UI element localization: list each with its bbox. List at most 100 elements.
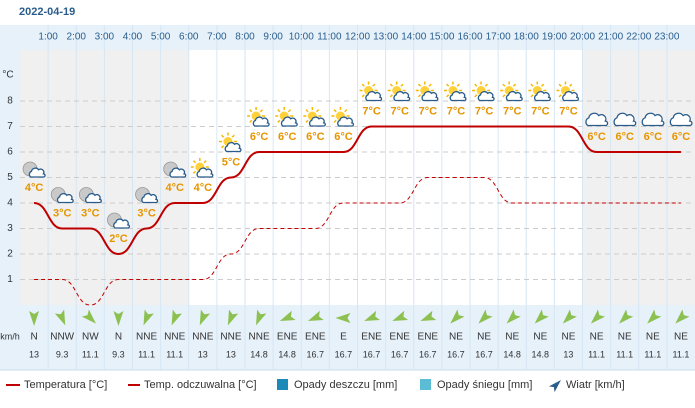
hour-label: 3:00 [95, 32, 115, 43]
sun-ray [344, 109, 348, 113]
y-tick-label: 6 [7, 147, 13, 158]
hour-label: 23:00 [654, 32, 679, 43]
temp-label: 6°C [615, 131, 634, 143]
y-tick-label: 5 [7, 172, 13, 183]
wind-arrow [171, 309, 182, 326]
wind-speed: 16.7 [391, 349, 409, 359]
wind-speed: 11.1 [616, 349, 633, 359]
sun-ray [512, 83, 517, 87]
wind-arrow [562, 309, 577, 324]
legend-label: Opady deszczu [mm] [294, 379, 397, 391]
cloud-icon [113, 218, 131, 229]
temp-label: 6°C [306, 131, 325, 143]
wind-arrow [29, 311, 40, 326]
wind-arrow [506, 309, 521, 324]
cloud-icon [505, 91, 523, 102]
hour-column [104, 50, 133, 305]
wind-direction: NNE [136, 332, 157, 343]
hour-label: 20:00 [570, 32, 595, 43]
temp-label: 7°C [447, 105, 466, 117]
cloud-icon [365, 91, 383, 102]
cloud-icon [141, 193, 159, 204]
hour-header [0, 25, 695, 50]
temp-label: 6°C [587, 131, 606, 143]
sun-ray [361, 94, 365, 98]
sun-ray [558, 83, 562, 87]
hour-label: 12:00 [345, 32, 370, 43]
sun-ray [203, 160, 207, 164]
wind-arrow [199, 309, 211, 326]
wind-direction: ENE [418, 332, 439, 343]
sun-ray [474, 83, 478, 87]
legend-swatch [420, 379, 431, 390]
sun-ray [231, 134, 235, 138]
wind-unit: km/h [0, 331, 20, 341]
hour-label: 13:00 [373, 32, 398, 43]
cloud-icon [533, 91, 551, 102]
sun-ray [221, 134, 225, 138]
wind-arrow [420, 310, 437, 322]
temp-label: 7°C [390, 105, 409, 117]
wind-direction: NNE [249, 332, 270, 343]
sun-ray [417, 94, 422, 98]
cloud-icon [169, 167, 187, 178]
wind-direction: NE [533, 332, 547, 343]
cloud-icon [337, 116, 355, 127]
wind-direction: NE [590, 332, 604, 343]
wind-direction: NE [477, 332, 491, 343]
date-title: 2022-04-19 [19, 6, 75, 18]
sun-ray [249, 119, 253, 123]
sun-ray [333, 109, 337, 113]
wind-speed: 13 [198, 349, 208, 359]
y-tick-label: 1 [7, 274, 13, 285]
wind-speed: 9.3 [56, 349, 69, 359]
cloud-icon [308, 116, 326, 127]
hour-column [76, 50, 105, 305]
wind-direction: NE [674, 332, 688, 343]
legend-label: Temperatura [°C] [24, 379, 107, 391]
wind-speed: 16.7 [307, 349, 325, 359]
wind-speed: 13 [29, 349, 39, 359]
sun-ray [502, 94, 506, 98]
hour-label: 5:00 [151, 32, 171, 43]
wind-arrow [450, 309, 465, 324]
wind-arrow [143, 309, 154, 326]
cloud-icon [449, 91, 467, 102]
cloud-icon [196, 167, 214, 178]
hour-label: 16:00 [457, 32, 482, 43]
hour-label: 7:00 [207, 32, 227, 43]
sun-ray [484, 83, 488, 87]
sun-ray [361, 83, 365, 87]
temp-label: 4°C [25, 182, 44, 194]
cloud-icon [84, 193, 102, 204]
temp-label: 6°C [672, 131, 691, 143]
wind-speed: 14.8 [278, 349, 296, 359]
wind-arrow [647, 309, 662, 324]
sun-ray [333, 119, 337, 123]
sun-ray [417, 83, 422, 87]
y-unit: °C [2, 70, 13, 81]
cloud-icon [669, 112, 693, 127]
wind-speed: 11.1 [644, 349, 661, 359]
cloud-icon [28, 167, 46, 178]
temp-label: 6°C [644, 131, 663, 143]
wind-arrow [392, 310, 409, 322]
cloud-icon [56, 193, 74, 204]
wind-arrow [534, 309, 549, 324]
sun-ray [277, 119, 281, 123]
sun-ray [305, 109, 309, 113]
wind-arrow [81, 309, 96, 324]
wind-direction: ENE [277, 332, 298, 343]
legend-label: Wiatr [km/h] [566, 379, 625, 391]
cloud-icon [641, 112, 665, 127]
cloud-icon [585, 112, 609, 127]
temp-label: 7°C [419, 105, 438, 117]
wind-speed: 13 [226, 349, 236, 359]
wind-speed: 16.7 [363, 349, 381, 359]
hour-label: 17:00 [486, 32, 511, 43]
wind-speed: 16.7 [447, 349, 465, 359]
wind-direction: ENE [389, 332, 410, 343]
sun-ray [372, 83, 376, 87]
temp-label: 7°C [559, 105, 578, 117]
